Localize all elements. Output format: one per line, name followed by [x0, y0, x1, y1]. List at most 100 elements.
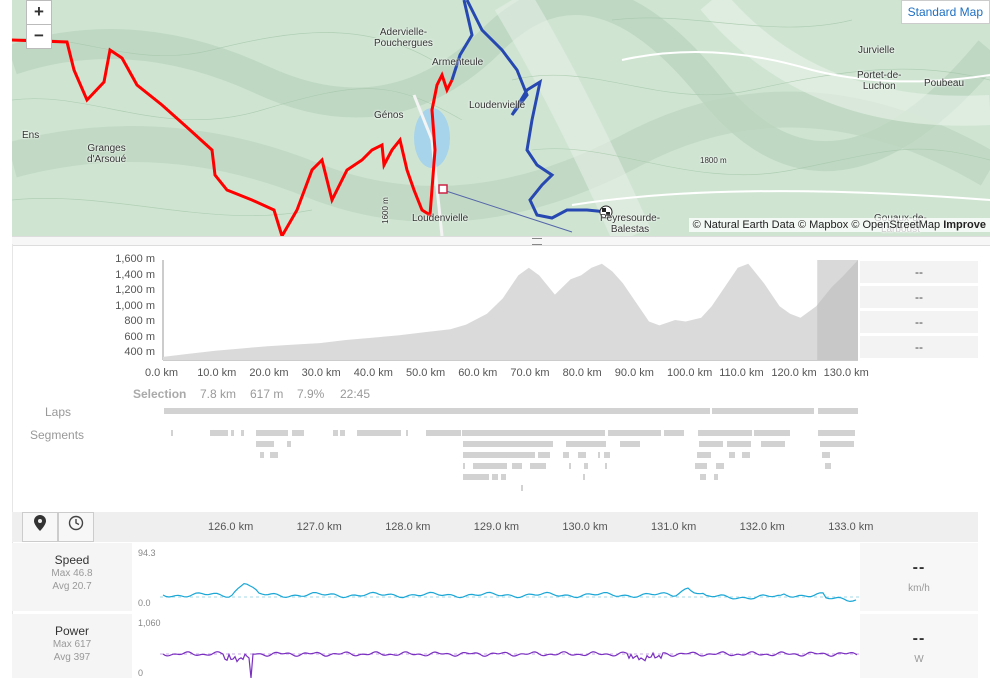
segment-bar[interactable] [584, 463, 588, 469]
stat-box: -- [860, 286, 978, 308]
speed-metric: Speed Max 46.8 Avg 20.7 [12, 543, 132, 611]
segment-bar[interactable] [578, 452, 586, 458]
segment-bar[interactable] [463, 441, 553, 447]
clock-icon [68, 515, 84, 531]
segment-bar[interactable] [608, 430, 661, 436]
segment-bar[interactable] [569, 463, 571, 469]
segment-bar[interactable] [462, 430, 605, 436]
y-tick-label: 1,200 m [115, 284, 155, 296]
segment-bar[interactable] [463, 474, 489, 480]
x-tick-label: 20.0 km [249, 367, 289, 379]
segment-bar[interactable] [463, 463, 465, 469]
segment-bar[interactable] [700, 474, 706, 480]
segment-bar[interactable] [492, 474, 498, 480]
zoom-out-button[interactable]: − [26, 24, 52, 49]
segment-bar[interactable] [270, 452, 278, 458]
x-tick-label: 30.0 km [301, 367, 341, 379]
segment-bar[interactable] [754, 430, 790, 436]
detail-x-tick-label: 128.0 km [385, 521, 431, 533]
detail-x-tick-label: 130.0 km [562, 521, 608, 533]
x-tick-label: 120.0 km [771, 367, 817, 379]
map-style-button[interactable]: Standard Map [900, 0, 990, 24]
segment-bar[interactable] [473, 463, 507, 469]
segment-bar[interactable] [716, 463, 724, 469]
segment-bar[interactable] [714, 474, 718, 480]
speed-avg: Avg 20.7 [52, 581, 92, 592]
segment-bar[interactable] [825, 463, 831, 469]
segment-bar[interactable] [210, 430, 228, 436]
clock-button[interactable] [58, 512, 94, 542]
y-tick-label: 1,600 m [115, 253, 155, 265]
route-map[interactable]: Adervielle- Pouchergues Armenteule Louden… [12, 0, 990, 236]
segments-label: Segments [30, 428, 85, 442]
segment-bar[interactable] [604, 452, 610, 458]
segment-bar[interactable] [256, 430, 288, 436]
segment-bar[interactable] [566, 441, 606, 447]
power-value: -- [912, 630, 926, 647]
improve-map-link[interactable]: Improve [943, 219, 986, 231]
elevation-chart[interactable] [160, 260, 860, 362]
segment-bar[interactable] [695, 463, 707, 469]
segment-bar[interactable] [241, 430, 244, 436]
segment-bar[interactable] [598, 452, 600, 458]
detail-x-tick-label: 131.0 km [651, 521, 697, 533]
segment-bar[interactable] [357, 430, 401, 436]
segment-bar[interactable] [463, 452, 535, 458]
segment-bar[interactable] [256, 441, 274, 447]
x-tick-label: 70.0 km [510, 367, 550, 379]
laps-label: Laps [45, 405, 72, 419]
segment-bar[interactable] [698, 430, 752, 436]
x-tick-label: 90.0 km [614, 367, 654, 379]
segment-bar[interactable] [818, 430, 855, 436]
segment-bar[interactable] [538, 452, 550, 458]
segment-bar[interactable] [620, 441, 640, 447]
segment-bar[interactable] [727, 441, 751, 447]
place-label: Loudenvielle [469, 100, 526, 111]
segment-bar[interactable] [426, 430, 461, 436]
zoom-in-button[interactable]: + [26, 0, 52, 25]
segment-bar[interactable] [231, 430, 234, 436]
x-tick-label: 50.0 km [406, 367, 446, 379]
resize-handle[interactable] [12, 236, 990, 246]
segment-bar[interactable] [530, 463, 546, 469]
segment-bar[interactable] [521, 485, 523, 491]
lap-bar[interactable] [818, 408, 858, 414]
stat-box: -- [860, 261, 978, 283]
segment-bar[interactable] [287, 441, 291, 447]
segment-bar[interactable] [822, 452, 830, 458]
lap-bar[interactable] [712, 408, 814, 414]
segment-bar[interactable] [501, 474, 506, 480]
map-terrain [12, 0, 990, 236]
power-chart[interactable] [160, 614, 860, 678]
segment-bar[interactable] [171, 430, 173, 436]
segment-bar[interactable] [664, 430, 684, 436]
segment-bar[interactable] [406, 430, 408, 436]
segment-bar[interactable] [699, 441, 723, 447]
stat-box: -- [860, 311, 978, 333]
speed-chart[interactable] [160, 543, 860, 611]
power-unit: W [914, 654, 924, 665]
segment-bar[interactable] [605, 463, 607, 469]
segment-bar[interactable] [333, 430, 338, 436]
contour-label: 1800 m [700, 156, 727, 165]
lap-bar[interactable] [164, 408, 710, 414]
power-value-box: -- W [860, 614, 978, 678]
segment-bar[interactable] [697, 452, 711, 458]
segment-bar[interactable] [761, 441, 785, 447]
map-pin-button[interactable] [22, 512, 58, 542]
segment-bar[interactable] [729, 452, 735, 458]
x-tick-label: 60.0 km [458, 367, 498, 379]
segment-bar[interactable] [340, 430, 345, 436]
segment-bar[interactable] [820, 441, 854, 447]
segment-bar[interactable] [292, 430, 304, 436]
elevation-area [163, 260, 858, 360]
segment-bar[interactable] [583, 474, 585, 480]
speed-y-max: 94.3 [138, 548, 156, 558]
speed-max: Max 46.8 [51, 568, 93, 579]
segment-bar[interactable] [260, 452, 264, 458]
segment-bar[interactable] [742, 452, 750, 458]
speed-value: -- [912, 559, 926, 576]
segment-bar[interactable] [512, 463, 522, 469]
segment-bar[interactable] [563, 452, 569, 458]
speed-line [162, 582, 857, 603]
